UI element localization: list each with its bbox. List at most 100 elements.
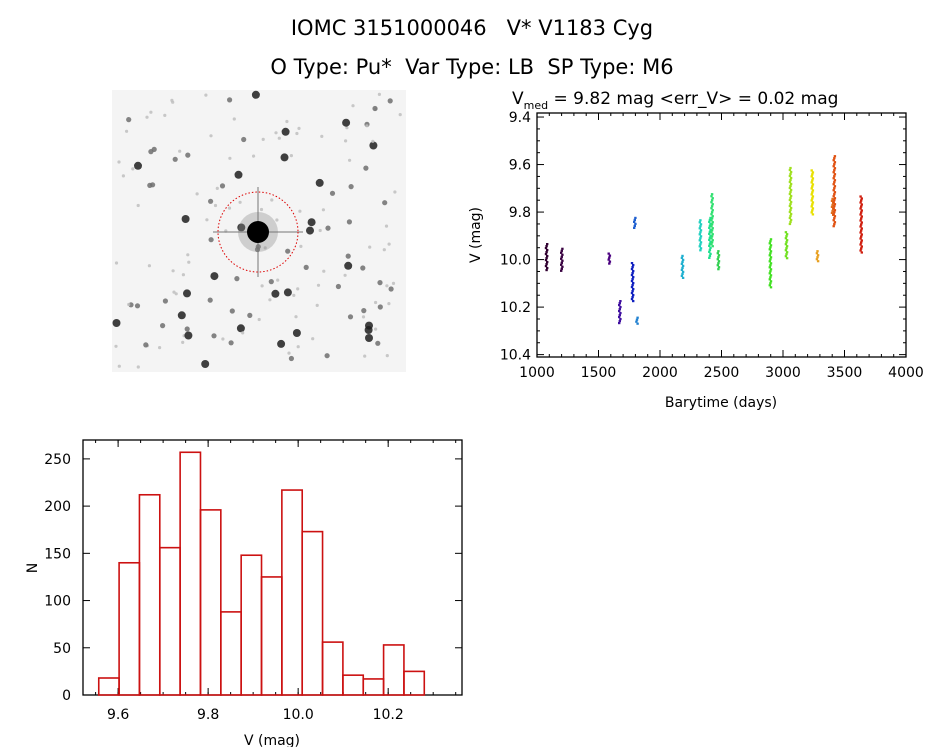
data-point bbox=[635, 320, 638, 323]
data-point bbox=[681, 270, 685, 273]
data-point bbox=[708, 232, 711, 235]
data-point bbox=[607, 258, 610, 261]
histogram-bar bbox=[382, 644, 405, 696]
data-point bbox=[788, 204, 792, 208]
data-point bbox=[560, 255, 563, 258]
data-point bbox=[545, 269, 548, 272]
data-point bbox=[698, 227, 701, 230]
star bbox=[316, 283, 321, 287]
data-point bbox=[619, 312, 622, 315]
data-point bbox=[633, 226, 636, 229]
lc-ytick-label: 10.0 bbox=[500, 253, 531, 269]
data-point bbox=[681, 260, 684, 263]
data-point bbox=[710, 241, 714, 244]
data-point bbox=[833, 167, 837, 170]
data-point bbox=[785, 257, 789, 260]
star bbox=[384, 224, 389, 228]
data-point bbox=[832, 189, 835, 192]
star bbox=[172, 290, 176, 294]
data-point bbox=[789, 218, 793, 222]
data-point bbox=[833, 203, 837, 206]
star bbox=[281, 127, 290, 136]
hist-ytick-label: 150 bbox=[44, 546, 71, 562]
data-point bbox=[811, 185, 814, 188]
data-point bbox=[833, 187, 836, 190]
star bbox=[363, 165, 369, 171]
data-point bbox=[710, 243, 713, 246]
data-point bbox=[810, 181, 813, 184]
star bbox=[184, 331, 193, 340]
data-point bbox=[789, 208, 792, 212]
data-point bbox=[811, 183, 815, 186]
data-point bbox=[710, 211, 714, 214]
data-point bbox=[710, 225, 713, 228]
data-point bbox=[680, 262, 684, 265]
data-point bbox=[784, 237, 788, 240]
star bbox=[204, 93, 208, 97]
data-point bbox=[784, 231, 788, 234]
hist-xtick-label: 10.2 bbox=[373, 707, 404, 723]
star bbox=[345, 253, 351, 259]
data-point bbox=[769, 256, 773, 259]
data-point bbox=[816, 250, 819, 253]
data-point bbox=[710, 207, 713, 210]
data-point bbox=[833, 191, 837, 194]
data-point bbox=[789, 200, 793, 204]
data-point bbox=[632, 300, 635, 303]
star bbox=[382, 248, 386, 252]
hist-ylabel: N bbox=[25, 563, 41, 573]
star bbox=[385, 354, 389, 358]
data-point bbox=[811, 177, 815, 180]
data-point bbox=[768, 254, 771, 257]
data-point bbox=[769, 252, 772, 255]
data-point bbox=[608, 262, 611, 265]
data-point bbox=[769, 240, 772, 243]
data-point bbox=[699, 247, 703, 250]
data-point bbox=[833, 215, 837, 218]
data-point bbox=[859, 237, 862, 240]
data-point bbox=[833, 209, 837, 212]
star bbox=[178, 149, 182, 153]
data-point bbox=[860, 221, 863, 224]
data-point bbox=[768, 242, 771, 245]
data-point bbox=[711, 209, 714, 212]
data-point bbox=[545, 263, 548, 266]
data-point bbox=[711, 245, 714, 248]
data-point bbox=[859, 213, 862, 216]
data-point bbox=[832, 171, 835, 174]
data-point bbox=[717, 254, 721, 257]
data-point bbox=[546, 249, 549, 252]
data-point bbox=[709, 240, 712, 243]
lc-title-rest: = 9.82 mag <err_V> = 0.02 mag bbox=[548, 89, 838, 109]
data-point bbox=[859, 207, 862, 210]
data-point bbox=[768, 284, 771, 287]
star bbox=[374, 327, 378, 331]
data-point bbox=[546, 267, 549, 270]
data-point bbox=[811, 171, 815, 174]
star bbox=[181, 340, 185, 344]
star bbox=[361, 308, 367, 314]
data-point bbox=[860, 223, 863, 226]
data-point bbox=[769, 274, 773, 277]
data-point bbox=[698, 221, 701, 224]
star bbox=[232, 117, 236, 121]
data-point bbox=[788, 180, 792, 184]
data-point bbox=[699, 237, 702, 240]
data-point bbox=[681, 266, 684, 269]
data-point bbox=[769, 276, 772, 279]
data-point bbox=[788, 192, 792, 196]
data-point bbox=[711, 239, 714, 242]
data-point bbox=[631, 290, 634, 293]
data-point bbox=[717, 250, 720, 253]
star bbox=[241, 136, 247, 143]
data-point bbox=[699, 241, 703, 244]
data-point bbox=[785, 233, 789, 236]
data-point bbox=[698, 245, 701, 248]
data-point bbox=[634, 222, 637, 225]
data-point bbox=[698, 239, 701, 242]
data-point bbox=[860, 247, 863, 250]
lc-xtick-label: 1000 bbox=[519, 365, 555, 381]
data-point bbox=[633, 218, 636, 221]
hist-ytick-label: 200 bbox=[44, 499, 71, 515]
hist-ytick-label: 100 bbox=[44, 594, 71, 610]
